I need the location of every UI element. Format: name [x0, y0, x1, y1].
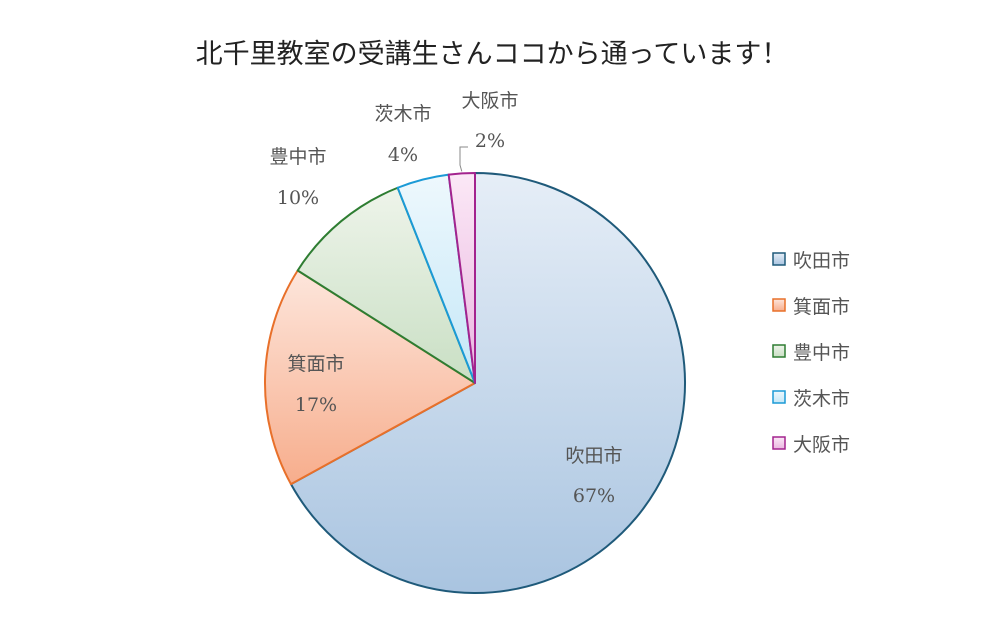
legend-label-2: 豊中市 [793, 342, 850, 364]
data-label-value-2: 10% [277, 187, 319, 209]
chart-title: 北千里教室の受講生さんココから通っています！ [196, 39, 789, 70]
legend-swatch-3 [772, 390, 786, 404]
slice-0 [289, 172, 686, 594]
legend-label-1: 箕面市 [793, 296, 850, 318]
slice-2 [296, 186, 476, 384]
slice-4 [447, 172, 476, 384]
data-label-value-0: 67% [573, 485, 615, 507]
leader-line-4 [459, 146, 468, 172]
data-labels: 吹田市 67% 箕面市 17% 豊中市 10% 茨木市 4% 大阪市 2% [269, 90, 622, 507]
legend-label-0: 吹田市 [793, 250, 850, 272]
slice-1 [264, 269, 476, 486]
legend-label-4: 大阪市 [793, 434, 850, 456]
pie-slices [264, 172, 686, 594]
data-label-category-4: 大阪市 [461, 90, 518, 112]
legend-swatch-2 [772, 344, 786, 358]
data-label-category-0: 吹田市 [565, 445, 622, 467]
data-label-category-3: 茨木市 [374, 103, 431, 125]
legend-swatch-4 [772, 436, 786, 450]
data-label-category-1: 箕面市 [287, 353, 344, 375]
data-label-value-3: 4% [388, 144, 418, 166]
legend-swatch-1 [772, 298, 786, 312]
data-label-category-2: 豊中市 [269, 146, 326, 168]
legend-label-3: 茨木市 [793, 388, 850, 410]
legend-swatch-0 [772, 252, 786, 266]
data-label-value-1: 17% [295, 394, 337, 416]
data-label-value-4: 2% [475, 130, 505, 152]
